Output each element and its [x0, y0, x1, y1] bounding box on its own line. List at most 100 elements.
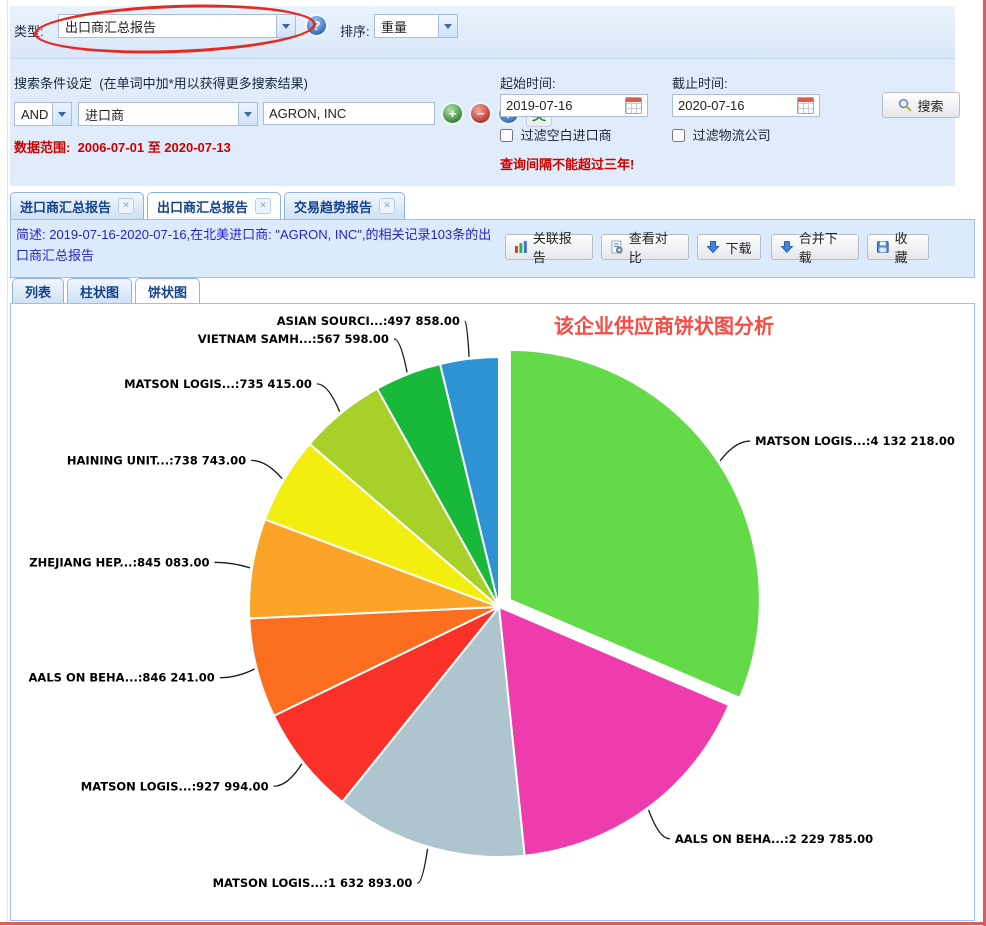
pie-slice-label: AALS ON BEHA...:2 229 785.00	[675, 832, 873, 846]
pie-slice-label: HAINING UNIT...:738 743.00	[67, 453, 246, 467]
search-settings-panel: 搜索条件设定 (在单词中加*用以获得更多搜索结果) AND 进口商 AGRON,…	[10, 59, 960, 186]
download-button[interactable]: 下载	[697, 234, 761, 260]
download-label: 下载	[725, 240, 752, 256]
pie-slice-label: ZHEJIANG HEP...:845 083.00	[29, 555, 209, 569]
subtab-label: 饼状图	[148, 285, 188, 300]
bar-chart-icon	[514, 241, 527, 253]
sort-label: 排序:	[340, 24, 370, 39]
filter-logistics-label: 过滤物流公司	[692, 128, 771, 143]
label-leader-line	[251, 459, 283, 480]
pie-slice-label: MATSON LOGIS...:1 632 893.00	[213, 876, 413, 890]
type-label: 类型:	[14, 24, 44, 39]
merge-download-button[interactable]: 合并下载	[771, 231, 859, 265]
page-left-divider	[7, 0, 8, 922]
filter-blank-importer-option: 过滤空白进口商	[500, 125, 612, 144]
view-subtabs: 列表 柱状图 饼状图	[10, 278, 975, 304]
filter-blank-importer-label: 过滤空白进口商	[520, 128, 612, 143]
pie-slice-label: AALS ON BEHA...:846 241.00	[29, 671, 215, 685]
pie-slice[interactable]	[341, 606, 526, 858]
subtab-label: 列表	[25, 285, 52, 300]
label-leader-line	[273, 763, 303, 787]
search-button[interactable]: 搜索	[882, 92, 960, 118]
chevron-down-icon[interactable]	[238, 103, 257, 125]
tab-label: 出口商汇总报告	[157, 199, 249, 215]
data-range-value: 2006-07-01 至 2020-07-13	[77, 140, 231, 155]
tab-importer-summary-report[interactable]: 进口商汇总报告 ✕	[10, 192, 145, 219]
save-disk-icon	[876, 241, 889, 253]
start-date-input[interactable]: 2019-07-16	[500, 94, 648, 117]
subtab-pie-chart[interactable]: 饼状图	[135, 278, 201, 304]
keyword-input[interactable]: AGRON, INC	[263, 102, 435, 125]
download-arrow-icon	[706, 241, 721, 254]
sort-select[interactable]: 重量	[374, 14, 458, 38]
pie-chart: MATSON LOGIS...:4 132 218.00 AALS ON BEHA…	[29, 314, 955, 890]
search-button-label: 搜索	[917, 98, 944, 114]
filter-blank-importer-checkbox[interactable]	[500, 129, 513, 142]
label-leader-line	[417, 848, 429, 884]
close-icon[interactable]: ✕	[255, 198, 272, 214]
favorite-button[interactable]: 收藏	[867, 231, 929, 265]
search-settings-hint: (在单词中加*用以获得更多搜索结果)	[99, 76, 308, 91]
tab-exporter-summary-report[interactable]: 出口商汇总报告 ✕	[147, 192, 282, 219]
report-type-value: 出口商汇总报告	[65, 19, 157, 35]
chevron-down-icon[interactable]	[438, 15, 457, 37]
red-edge-line-bottom	[0, 922, 986, 925]
data-range-label: 数据范围:	[14, 140, 71, 155]
view-compare-button[interactable]: 查看对比	[601, 231, 689, 265]
pie-slice[interactable]	[439, 356, 500, 608]
tab-label: 交易趋势报告	[294, 199, 373, 215]
remove-condition-icon[interactable]: −	[471, 104, 490, 123]
related-report-label: 关联报告	[532, 231, 572, 265]
red-edge-line-right	[983, 0, 986, 926]
tab-trade-trend-report[interactable]: 交易趋势报告 ✕	[284, 192, 406, 219]
report-summary-text: 简述: 2019-07-16-2020-07-16,在北美进口商: "AGRON…	[16, 227, 492, 263]
view-compare-label: 查看对比	[628, 231, 668, 265]
label-leader-line	[393, 338, 408, 373]
report-type-select[interactable]: 出口商汇总报告	[58, 14, 296, 38]
pie-slice[interactable]	[272, 606, 500, 803]
pie-slice[interactable]	[498, 606, 730, 857]
pie-slice[interactable]	[508, 348, 761, 699]
keyword-value: AGRON, INC	[269, 106, 347, 121]
calendar-icon[interactable]	[797, 97, 814, 114]
chevron-down-icon[interactable]	[52, 103, 71, 125]
pie-slice-label: MATSON LOGIS...:927 994.00	[81, 779, 269, 793]
subtab-list[interactable]: 列表	[12, 278, 65, 304]
pie-slice-label: MATSON LOGIS...:4 132 218.00	[755, 434, 955, 448]
label-leader-line	[316, 383, 341, 413]
start-time-label: 起始时间:	[500, 76, 556, 91]
calendar-icon[interactable]	[625, 97, 642, 114]
close-icon[interactable]: ✕	[118, 198, 135, 214]
favorite-label: 收藏	[894, 231, 908, 265]
bool-operator-value: AND	[21, 106, 49, 122]
document-compare-icon	[611, 240, 623, 254]
end-date-input[interactable]: 2020-07-16	[672, 94, 820, 117]
chart-title: 该企业供应商饼状图分析	[554, 316, 774, 338]
search-field-select[interactable]: 进口商	[78, 102, 258, 126]
start-date-value: 2019-07-16	[506, 98, 573, 113]
add-condition-icon[interactable]: +	[443, 104, 462, 123]
query-interval-warning: 查询间隔不能超过三年!	[500, 157, 635, 172]
end-date-value: 2020-07-16	[678, 98, 745, 113]
subtab-bar-chart[interactable]: 柱状图	[67, 278, 133, 304]
label-leader-line	[647, 809, 670, 840]
filter-logistics-checkbox[interactable]	[672, 129, 685, 142]
label-leader-line	[464, 320, 470, 357]
label-leader-line	[719, 440, 751, 462]
search-icon	[899, 98, 912, 112]
close-icon[interactable]: ✕	[379, 198, 396, 214]
merge-download-label: 合并下载	[798, 231, 838, 265]
chevron-down-icon[interactable]	[276, 15, 295, 37]
subtab-label: 柱状图	[80, 285, 120, 300]
label-leader-line	[219, 668, 256, 679]
pie-slice-label: VIETNAM SAMH...:567 598.00	[198, 332, 389, 346]
report-type-toolbar: 类型: 出口商汇总报告 ? 排序: 重量	[10, 6, 955, 59]
label-leader-line	[214, 561, 251, 569]
search-field-value: 进口商	[85, 107, 125, 123]
help-icon[interactable]: ?	[307, 16, 326, 35]
related-report-button[interactable]: 关联报告	[505, 231, 593, 265]
bool-operator-select[interactable]: AND	[14, 102, 72, 126]
pie-chart-panel: 该企业供应商饼状图分析 MATSON LOGIS...:4 132 218.00…	[10, 303, 975, 921]
download-arrow-icon	[780, 241, 794, 254]
pie-slice-label: MATSON LOGIS...:735 415.00	[124, 377, 312, 391]
